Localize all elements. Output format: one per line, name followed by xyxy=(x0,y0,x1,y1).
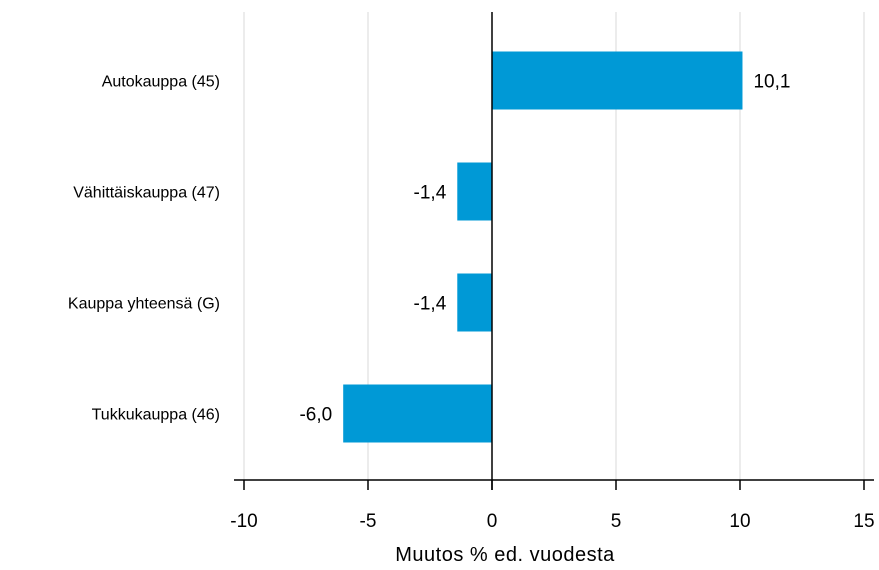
x-tick-label: -5 xyxy=(360,511,377,532)
x-axis-title: Muutos % ed. vuodesta xyxy=(395,544,615,566)
x-axis-ticks: -10 -5 0 5 10 15 xyxy=(230,480,875,532)
bar xyxy=(457,273,492,332)
value-labels: 10,1 -1,4 -1,4 -6,0 xyxy=(299,72,790,426)
bars xyxy=(343,51,743,443)
category-labels: Autokauppa (45) Vähittäiskauppa (47) Kaupp… xyxy=(68,74,220,424)
x-tick-label: 5 xyxy=(611,511,622,532)
category-label: Kauppa yhteensä (G) xyxy=(68,296,220,313)
category-label: Vähittäiskauppa (47) xyxy=(73,185,220,202)
value-label: -1,4 xyxy=(414,183,447,204)
bar xyxy=(457,162,492,221)
x-tick-label: -10 xyxy=(230,511,257,532)
value-label: 10,1 xyxy=(753,72,790,93)
bar xyxy=(492,51,743,110)
category-label: Tukkukauppa (46) xyxy=(92,407,220,424)
category-label: Autokauppa (45) xyxy=(102,74,220,91)
x-tick-label: 10 xyxy=(729,511,750,532)
x-tick-label: 0 xyxy=(487,511,498,532)
value-label: -6,0 xyxy=(299,405,332,426)
x-tick-label: 15 xyxy=(853,511,874,532)
value-label: -1,4 xyxy=(414,294,447,315)
bar xyxy=(343,384,492,443)
